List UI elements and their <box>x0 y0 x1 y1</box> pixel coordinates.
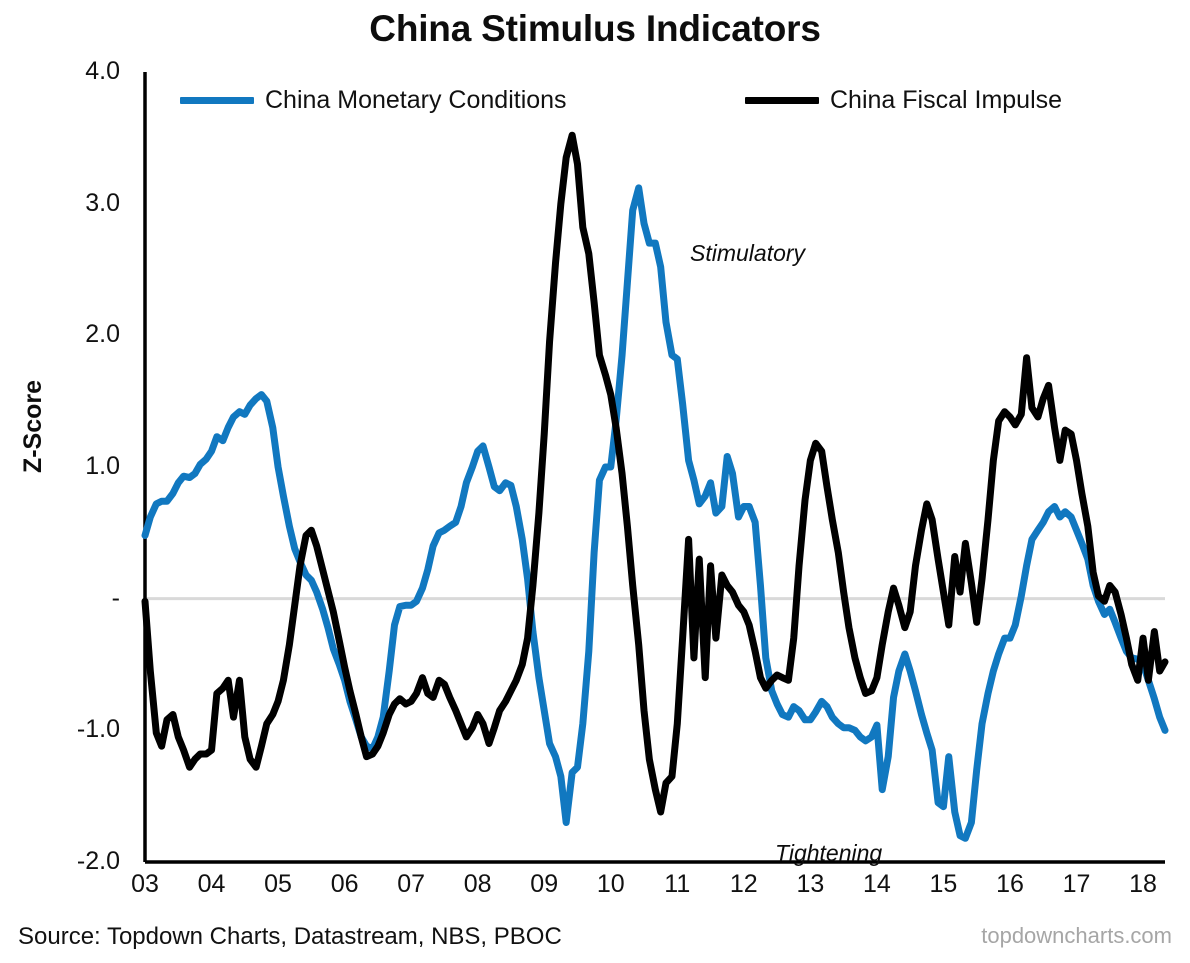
y-tick-label: 4.0 <box>85 57 120 85</box>
source-caption: Source: Topdown Charts, Datastream, NBS,… <box>18 923 562 950</box>
legend-label: China Fiscal Impulse <box>830 86 1063 114</box>
x-tick-label: 14 <box>862 870 891 898</box>
x-tick-label: 15 <box>929 870 958 898</box>
y-tick-label: 1.0 <box>85 452 120 480</box>
y-axis-ticks: 4.0 3.0 2.0 1.0 - -1.0 -2.0 <box>0 0 120 963</box>
legend-label: China Monetary Conditions <box>265 86 567 114</box>
watermark: topdowncharts.com <box>981 923 1172 948</box>
y-tick-label: -2.0 <box>76 847 120 875</box>
x-tick-label: 06 <box>330 870 359 898</box>
x-tick-label: 03 <box>131 870 159 898</box>
y-tick-label: -1.0 <box>76 715 120 744</box>
chart-title: China Stimulus Indicators <box>369 8 821 49</box>
x-tick-label: 09 <box>530 870 559 898</box>
x-tick-label: 10 <box>596 870 625 898</box>
x-tick-label: 05 <box>264 870 292 898</box>
x-tick-label: 07 <box>397 870 426 898</box>
series-line-fiscal-impulse <box>141 131 1169 816</box>
legend-item[interactable]: China Monetary Conditions <box>180 86 567 115</box>
x-tick-label: 17 <box>1062 870 1091 898</box>
chart-legend: China Monetary Conditions China Fiscal Im… <box>0 86 1190 120</box>
legend-swatch-icon <box>180 97 254 104</box>
legend-swatch-icon <box>745 97 819 104</box>
x-tick-label: 12 <box>729 870 758 898</box>
x-tick-label: 16 <box>996 870 1024 898</box>
y-tick-label: 2.0 <box>85 320 120 349</box>
series-line-monetary-conditions <box>141 184 1169 842</box>
annotation-tightening: Tightening <box>775 840 883 866</box>
x-tick-label: 08 <box>463 870 492 898</box>
x-tick-label: 04 <box>197 870 226 898</box>
x-tick-label: 18 <box>1129 870 1157 898</box>
legend-item[interactable]: China Fiscal Impulse <box>745 86 1062 115</box>
y-tick-label: 3.0 <box>85 188 120 217</box>
y-tick-label: - <box>111 583 120 612</box>
x-tick-label: 13 <box>796 870 825 898</box>
x-tick-label: 11 <box>664 870 691 898</box>
annotation-stimulatory: Stimulatory <box>690 240 806 266</box>
